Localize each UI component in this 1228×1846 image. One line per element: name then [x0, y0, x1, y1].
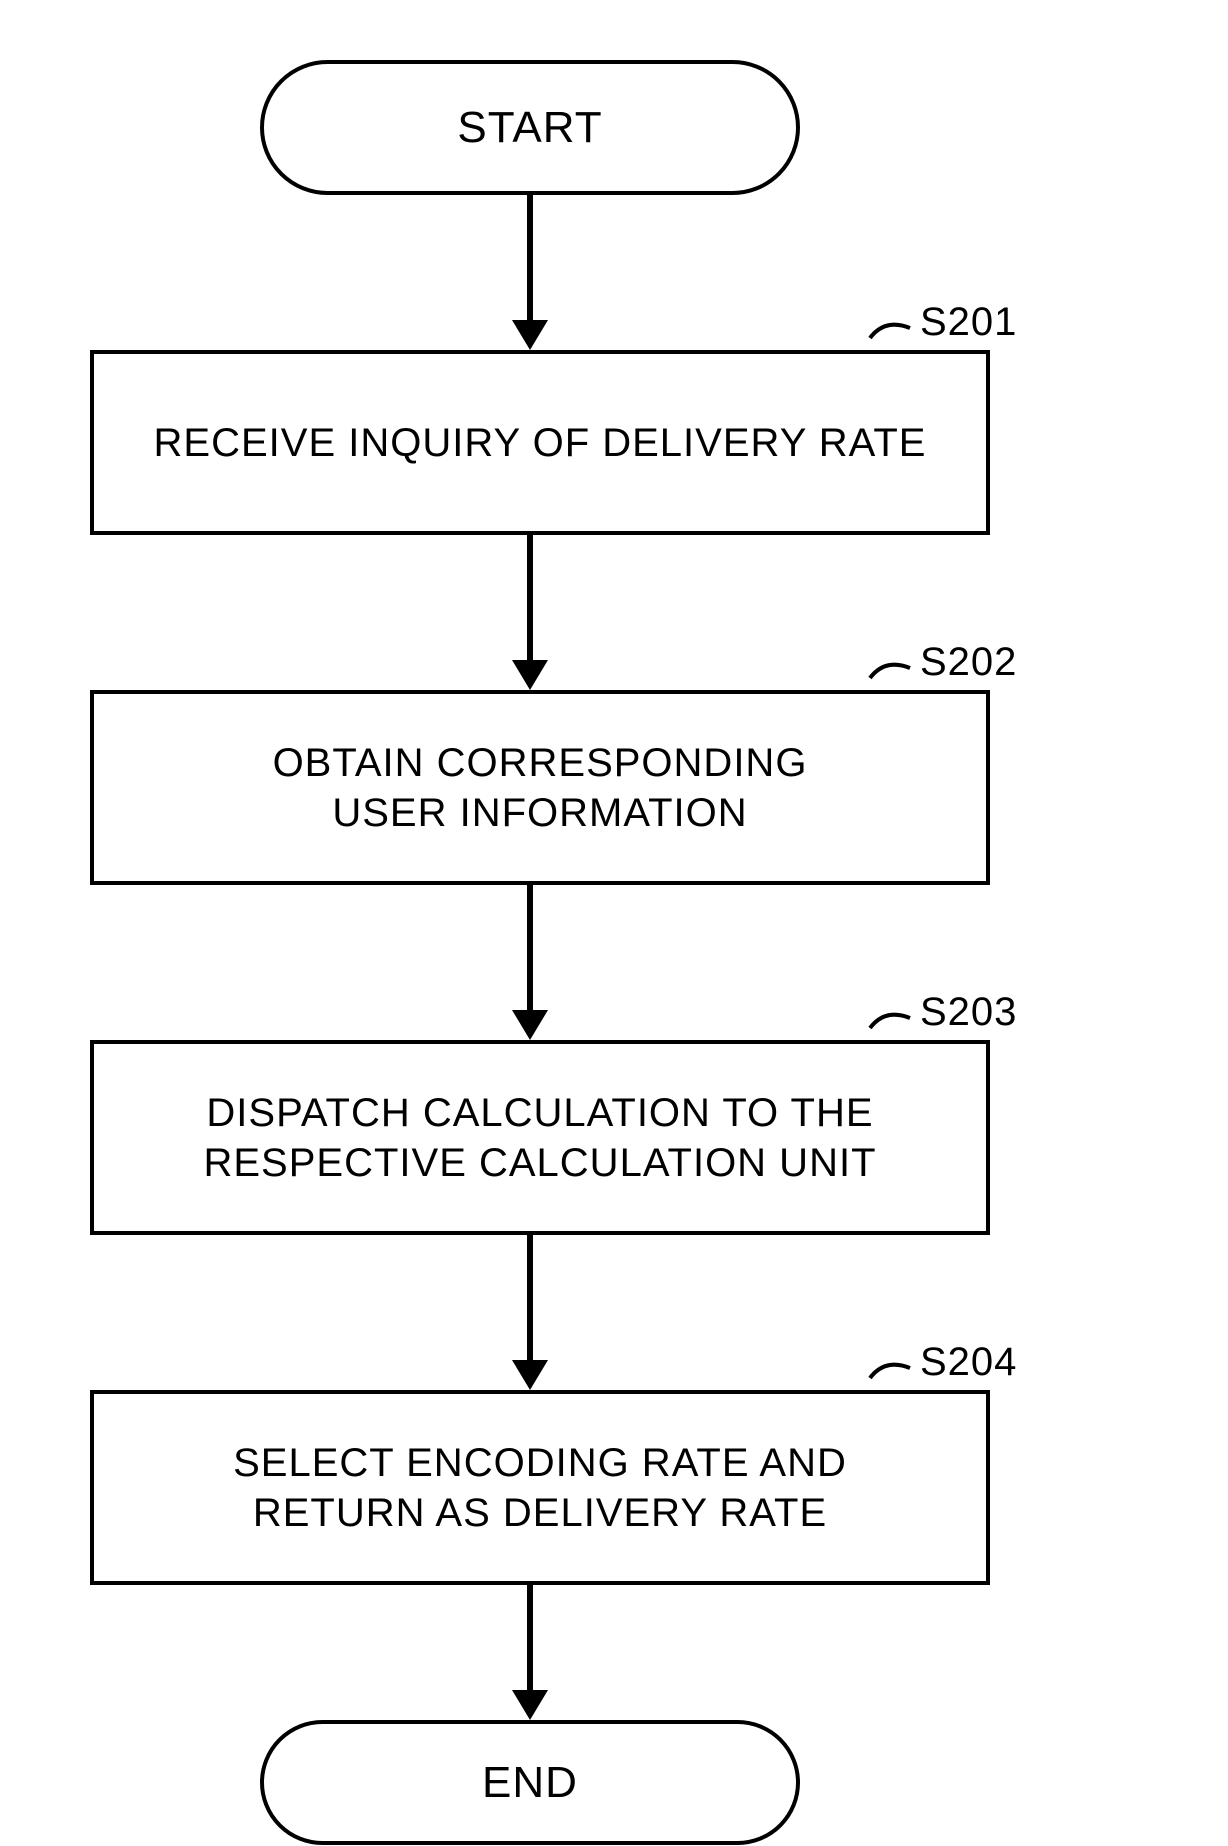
flowchart-canvas: START S201 RECEIVE INQUIRY OF DELIVERY R… — [0, 0, 1228, 1846]
terminator-end-label: END — [482, 1755, 578, 1810]
arrow-5 — [0, 0, 1228, 1846]
terminator-end: END — [260, 1720, 800, 1845]
